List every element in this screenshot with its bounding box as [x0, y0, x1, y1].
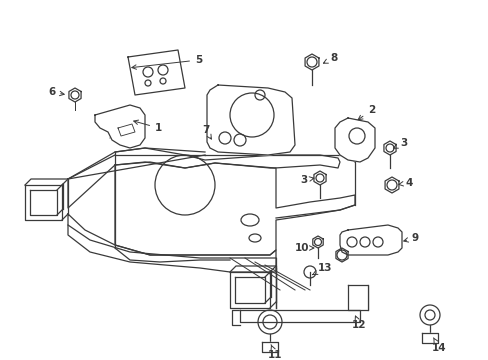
- Polygon shape: [30, 190, 57, 215]
- Text: 1: 1: [133, 120, 162, 133]
- Polygon shape: [118, 124, 135, 136]
- Text: 7: 7: [202, 125, 211, 139]
- Text: 12: 12: [351, 316, 366, 330]
- Text: 5: 5: [132, 55, 202, 69]
- Polygon shape: [95, 105, 145, 148]
- Text: 4: 4: [398, 178, 411, 188]
- Text: 13: 13: [312, 263, 332, 275]
- Polygon shape: [421, 333, 437, 343]
- Polygon shape: [128, 50, 184, 95]
- Polygon shape: [68, 214, 275, 272]
- Text: 2: 2: [357, 105, 374, 120]
- Polygon shape: [206, 85, 294, 155]
- Text: 6: 6: [48, 87, 64, 97]
- Polygon shape: [235, 277, 264, 303]
- Text: 10: 10: [294, 243, 313, 253]
- Text: 9: 9: [403, 233, 418, 243]
- Polygon shape: [347, 285, 367, 310]
- Text: 11: 11: [267, 345, 282, 360]
- Polygon shape: [68, 148, 339, 208]
- Text: 3: 3: [393, 138, 407, 148]
- Polygon shape: [25, 185, 62, 220]
- Polygon shape: [229, 272, 269, 308]
- Text: 3: 3: [299, 175, 313, 185]
- Text: 14: 14: [431, 338, 446, 353]
- Polygon shape: [240, 310, 359, 322]
- Polygon shape: [334, 118, 374, 162]
- Text: 8: 8: [323, 53, 337, 63]
- Polygon shape: [262, 342, 278, 352]
- Polygon shape: [339, 225, 401, 255]
- Polygon shape: [115, 162, 354, 255]
